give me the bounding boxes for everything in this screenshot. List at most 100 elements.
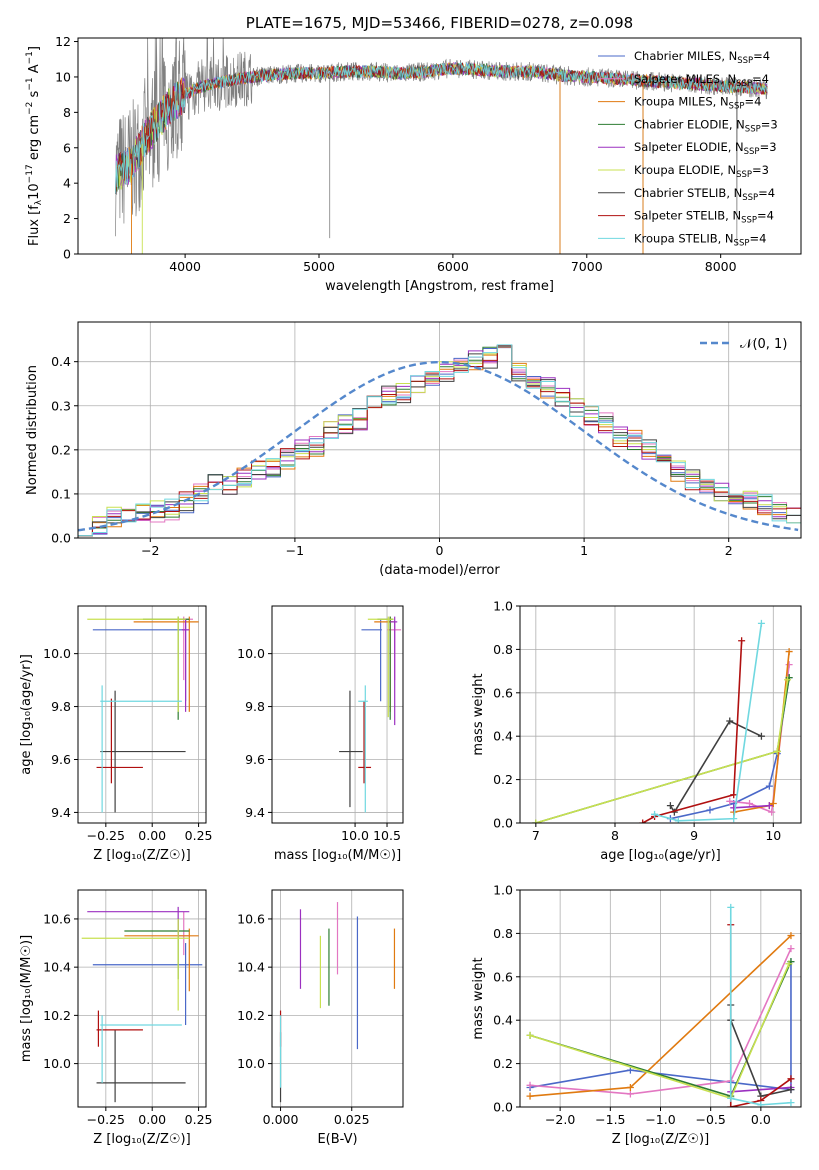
x-tick-label: −2.0 bbox=[545, 1112, 575, 1127]
legend-name: Kroupa ELODIE, N bbox=[634, 163, 736, 177]
y-axis-label: Normed distribution bbox=[25, 365, 40, 495]
legend-label: Chabrier STELIB, NSSP=4 bbox=[634, 186, 775, 203]
y-tick-label: 9.4 bbox=[245, 805, 265, 820]
y-tick-label: 0.6 bbox=[493, 969, 513, 984]
y-tick-label: 0.4 bbox=[51, 354, 71, 369]
y-tick-label: 0 bbox=[63, 247, 71, 262]
y-axis-label: Flux [fλ10−17 erg cm−2 s−1 A−1] bbox=[25, 46, 44, 246]
y-tick-label: 0.8 bbox=[493, 926, 513, 941]
legend-suffix: =4 bbox=[757, 209, 774, 223]
y-tick-label: 4 bbox=[63, 176, 71, 191]
marker-plus bbox=[666, 802, 674, 810]
x-tick-label: −1 bbox=[286, 543, 304, 558]
plot-area-age_vs_mass bbox=[339, 616, 402, 813]
panel-mass_vs_Z: −0.25 0.00 0.25 10.0 10.2 10.4 10.6 Z [log₁₀(Z/… bbox=[19, 889, 213, 1147]
y-tick-label: 9.6 bbox=[245, 752, 265, 767]
marker-plus bbox=[526, 1031, 534, 1039]
x-axis-label: Z [log₁₀(Z/Z☉)] bbox=[93, 848, 190, 863]
y-tick-label: 0.4 bbox=[493, 1013, 513, 1028]
x-tick-label: −0.25 bbox=[87, 1112, 125, 1127]
panel-residuals: −2 −1 0 1 2 0.0 0.1 0.2 0.3 0.4 (data-model)/error… bbox=[25, 321, 802, 578]
marker-plus bbox=[765, 802, 773, 810]
x-tick-label: 0.00 bbox=[138, 1112, 166, 1127]
marker-plus bbox=[532, 819, 540, 823]
marker-plus bbox=[787, 1075, 795, 1083]
legend-suffix: =4 bbox=[744, 95, 761, 109]
y-tick-label: 10.6 bbox=[237, 911, 265, 926]
marker-plus bbox=[674, 817, 682, 823]
label-part: −1 bbox=[25, 51, 35, 64]
hist-kroupa-stelib bbox=[78, 344, 801, 538]
y-tick-label: 9.6 bbox=[51, 752, 71, 767]
y-tick-label: 10.0 bbox=[43, 1056, 71, 1071]
y-axis-label: age [log₁₀(age/yr)] bbox=[19, 654, 34, 775]
plot-area-spectrum bbox=[115, 38, 768, 254]
axes-frame bbox=[77, 889, 207, 1108]
line-kroupa-elodie bbox=[529, 963, 790, 1100]
x-axis-label: wavelength [Angstrom, rest frame] bbox=[325, 279, 554, 294]
marker-plus bbox=[626, 1066, 634, 1074]
label-part: −17 bbox=[25, 164, 35, 183]
legend-name: Salpeter MILES, N bbox=[634, 72, 736, 86]
panel-mass_vs_ebv: 0.000 0.025 10.0 10.2 10.4 10.6 E(B-V) bbox=[237, 889, 404, 1147]
marker-plus bbox=[785, 661, 793, 669]
marker-plus bbox=[526, 1092, 534, 1100]
x-tick-label: 0.000 bbox=[263, 1112, 299, 1127]
legend-sub: SSP bbox=[741, 216, 757, 226]
y-tick-label: 0.3 bbox=[51, 398, 71, 413]
line-chabrier-stelib bbox=[669, 719, 762, 814]
y-tick-label: 10.6 bbox=[43, 911, 71, 926]
y-tick-label: 10.0 bbox=[237, 646, 265, 661]
legend-label: Kroupa ELODIE, NSSP=3 bbox=[634, 163, 769, 180]
legend-label: Salpeter STELIB, NSSP=4 bbox=[634, 209, 774, 226]
legend-name: Kroupa STELIB, N bbox=[634, 231, 734, 245]
x-tick-label: 0.25 bbox=[185, 828, 213, 843]
x-tick-label: 4000 bbox=[169, 259, 201, 274]
marker-plus bbox=[787, 1086, 795, 1094]
x-tick-label: 6000 bbox=[437, 259, 469, 274]
axes-frame bbox=[519, 605, 802, 824]
legend-suffix: =3 bbox=[760, 140, 777, 154]
legend-name: Salpeter ELODIE, N bbox=[634, 140, 744, 154]
plot-area-residuals bbox=[78, 344, 801, 538]
legend-suffix: =4 bbox=[752, 72, 769, 86]
y-tick-label: 0.6 bbox=[493, 685, 513, 700]
marker-plus bbox=[727, 1094, 735, 1102]
axes-frame bbox=[77, 605, 207, 824]
x-tick-label: 0.25 bbox=[185, 1112, 213, 1127]
y-tick-label: 6 bbox=[63, 140, 71, 155]
marker-plus bbox=[727, 1103, 735, 1107]
x-tick-label: 0 bbox=[436, 543, 444, 558]
legend-name: Chabrier MILES, N bbox=[634, 49, 737, 63]
marker-plus bbox=[768, 808, 776, 816]
marker-plus bbox=[787, 932, 795, 940]
x-tick-label: 0.025 bbox=[334, 1112, 370, 1127]
gaussian-curve bbox=[78, 360, 799, 532]
y-tick-label: 9.8 bbox=[245, 699, 265, 714]
y-tick-label: 8 bbox=[63, 105, 71, 120]
plot-area-mass_vs_ebv bbox=[279, 902, 396, 1103]
x-tick-label: 10.0 bbox=[341, 828, 369, 843]
y-tick-label: 10.2 bbox=[43, 1008, 71, 1023]
x-tick-label: 8 bbox=[611, 828, 619, 843]
y-tick-label: 10.4 bbox=[43, 960, 71, 975]
plot-area-mass_weight_vs_age bbox=[532, 619, 793, 823]
panel-age_vs_Z: −0.25 0.00 0.25 9.4 9.6 9.8 10.0 Z [log₁₀(Z/Z☉)… bbox=[19, 605, 213, 863]
y-tick-label: 10.2 bbox=[237, 1008, 265, 1023]
legend-label: Salpeter MILES, NSSP=4 bbox=[634, 72, 769, 89]
legend-suffix: =3 bbox=[761, 117, 778, 131]
legend-suffix: =3 bbox=[752, 163, 769, 177]
marker-plus bbox=[626, 1083, 634, 1091]
x-tick-label: 10 bbox=[765, 828, 781, 843]
y-tick-label: 0.4 bbox=[493, 729, 513, 744]
marker-plus bbox=[746, 799, 754, 807]
marker-plus bbox=[787, 1099, 795, 1107]
line-salpeter-stelib bbox=[642, 640, 743, 823]
label-part: −1 bbox=[25, 77, 35, 90]
y-axis-label: mass [log₁₀(M/M☉)] bbox=[19, 935, 34, 1062]
plot-area-mass_weight_vs_Z bbox=[526, 903, 795, 1107]
legend-name: Chabrier STELIB, N bbox=[634, 186, 742, 200]
panel-mass_weight_vs_age: 7 8 9 10 0.0 0.2 0.4 0.6 0.8 1.0 age [log₁₀(age/yr… bbox=[471, 599, 802, 863]
